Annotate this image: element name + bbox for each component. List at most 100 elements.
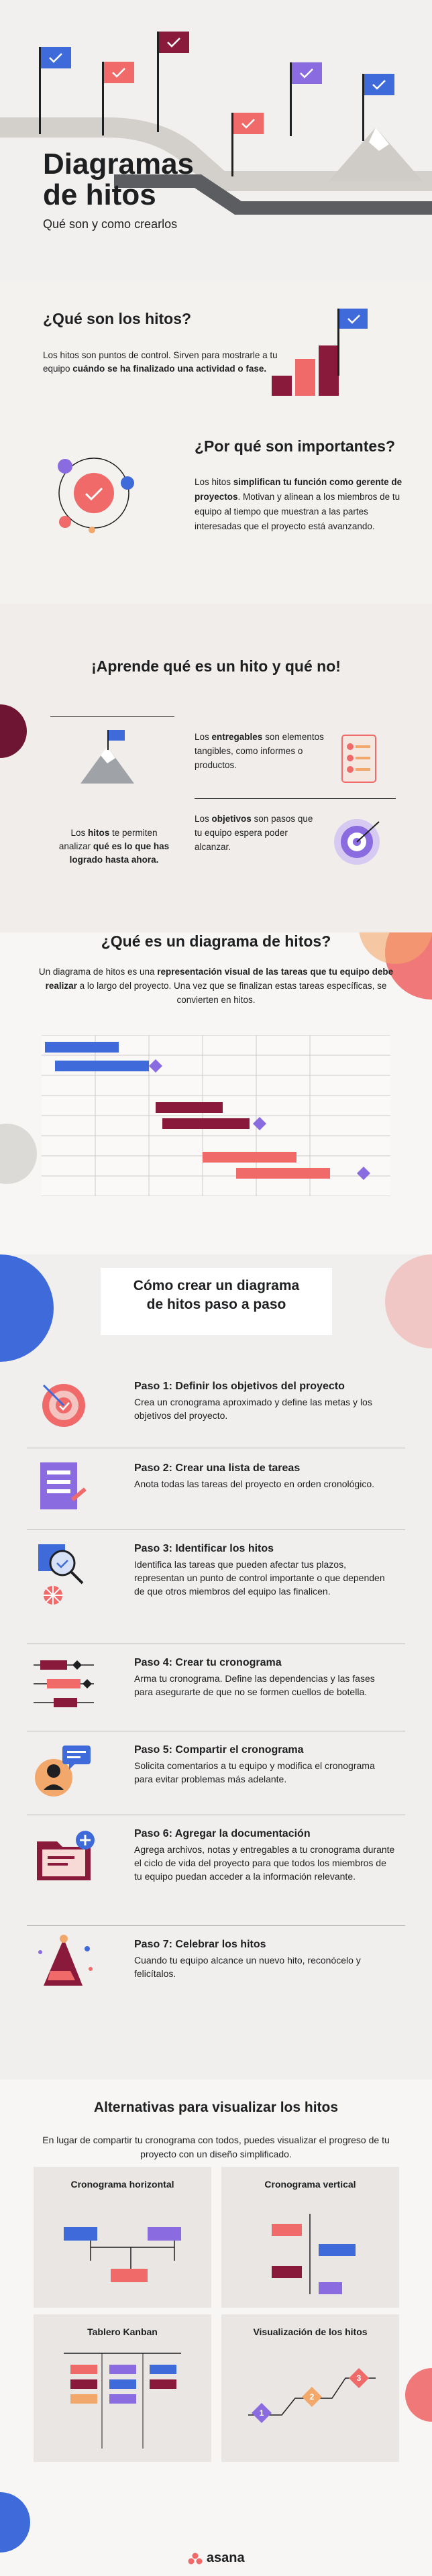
milestone-def-bold-1: hitos [87,828,110,838]
learn-divider-2 [195,798,396,799]
hero-mountain [329,127,423,181]
hero-mountain-snow [369,127,389,151]
magnifier-icon [38,1544,84,1605]
step-5-desc: Solicita comentarios a tu equipo y modif… [134,1760,375,1784]
target-icon [334,819,380,865]
deliverables-bold: entregables [211,732,263,742]
flag-icon-5 [290,62,322,136]
hero-road-dark [114,174,432,215]
why-text-bold: simplifican tu función como gerente de p… [195,477,402,502]
milestone-def-part-1: Los [70,828,88,838]
kanban-icon [64,2353,181,2449]
what-section: ¿Qué son los hitos? Los hitos son puntos… [0,282,432,604]
diagram-section: ¿Qué es un diagrama de hitos? Un diagram… [0,932,432,1254]
step-divider-6 [27,1925,405,1926]
cycle-icon [58,458,134,533]
milestone-definition: Los hitos te permiten analizar qué es lo… [57,826,171,867]
flag-icon-6 [362,74,394,141]
card-kanban: Tablero Kanban [34,2314,211,2462]
bar-flag-icon [272,309,368,396]
party-hat-icon [38,1935,93,1986]
card-milestone-visual: Visualización de los hitos 1 2 3 [221,2314,399,2462]
target-arrow-icon [42,1384,85,1427]
timeline-icon [34,1660,94,1707]
step-6-desc: Agrega archivos, notas y entregables a t… [134,1844,395,1882]
milestone-marker-3-label: 3 [357,2373,362,2383]
step-6: Paso 6: Agregar la documentación Agrega … [0,1821,432,1915]
asana-logo-icon [188,2553,203,2564]
deliverables-text: Los entregables son elementos tangibles,… [195,730,325,772]
card-vertical-timeline: Cronograma vertical [221,2167,399,2308]
learn-decor [0,704,27,758]
step-7: Paso 7: Celebrar los hitos Cuando tu equ… [0,1932,432,1999]
why-text-part-2: . Motivan y alinean a los miembros de tu… [195,492,400,531]
deliverables-part-2: son elementos tangibles, como informes o… [195,732,324,770]
alt-heading: Alternativas para visualizar los hitos [93,2100,339,2115]
alternatives-section: Alternativas para visualizar los hitos E… [0,2080,432,2576]
page-title: Diagramas de hitos [43,149,325,211]
flag-icon-2 [102,62,134,136]
vertical-timeline-icon [272,2214,356,2294]
step-3-desc: Identifica las tareas que pueden afectar… [134,1559,385,1597]
card-horizontal-timeline: Cronograma horizontal [34,2167,211,2308]
checklist-icon [341,735,376,783]
milestone-marker-3: 3 [349,2368,369,2388]
step-4-title: Paso 4: Crear tu cronograma [134,1657,282,1668]
card-3-label: Tablero Kanban [87,2326,158,2337]
diagram-text-part-1: Un diagrama de hitos es una [38,967,158,977]
why-text: Los hitos simplifican tu función como ge… [195,475,409,534]
folder-icon [37,1831,95,1880]
learn-heading: ¡Aprende qué es un hito y qué no! [91,657,341,675]
milestone-marker-2: 2 [302,2387,322,2407]
share-feedback-icon [35,1746,91,1796]
steps-title-box [101,1268,332,1335]
objectives-text: Los objetivos son pasos que tu equipo es… [195,812,315,854]
what-text: Los hitos son puntos de control. Sirven … [43,349,278,376]
card-4-label: Visualización de los hitos [253,2326,368,2337]
milestone-marker-1-label: 1 [260,2408,264,2418]
page-subtitle: Qué son y como crearlos [43,217,178,231]
alt-decor [0,2368,432,2553]
milestone-visual-icon: 1 2 3 [248,2368,376,2423]
step-2-desc: Anota todas las tareas del proyecto en o… [134,1479,375,1489]
brand-name: asana [206,2551,245,2565]
step-2-title: Paso 2: Crear una lista de tareas [134,1462,301,1474]
step-7-title: Paso 7: Celebrar los hitos [134,1939,266,1950]
steps-decor [0,1254,432,1362]
mountain-flag-icon [80,730,134,784]
step-3: Paso 3: Identificar los hitos Identifica… [0,1536,432,1637]
page-title-line-1: Diagramas [43,148,195,180]
what-text-bold: cuándo se ha finalizado una actividad o … [72,364,267,374]
step-3-title: Paso 3: Identificar los hitos [134,1543,274,1554]
flag-icon-4 [231,113,264,176]
milestone-def-part-2: te permiten analizar [58,828,158,851]
card-2-label: Cronograma vertical [264,2179,356,2190]
step-1-desc: Crea un cronograma aproximado y define l… [134,1397,372,1421]
diagram-heading: ¿Qué es un diagrama de hitos? [101,932,331,950]
objectives-part-2: son pasos que tu equipo espera poder alc… [195,814,313,852]
page-title-line-2: de hitos [43,178,156,211]
step-7-desc: Cuando tu equipo alcance un nuevo hito, … [134,1955,361,1979]
flag-icon-3 [157,32,189,132]
card-1-label: Cronograma horizontal [70,2179,174,2190]
step-4: Paso 4: Crear tu cronograma Arma tu cron… [0,1650,432,1724]
diagram-text-bold: representación visual de las tareas que … [45,967,394,991]
step-6-title: Paso 6: Agregar la documentación [134,1828,311,1839]
step-5: Paso 5: Compartir el cronograma Solicita… [0,1737,432,1811]
brand-logo: asana [0,2551,432,2566]
step-1: Paso 1: Definir los objetivos del proyec… [0,1375,432,1442]
what-heading: ¿Qué son los hitos? [43,310,192,327]
why-heading: ¿Por qué son importantes? [195,437,396,455]
objectives-bold: objetivos [211,814,252,824]
steps-heading-line-1: Cómo crear un diagrama [133,1278,300,1293]
step-2: Paso 2: Crear una lista de tareas Anota … [0,1456,432,1523]
diagram-text-part-2: a lo largo del proyecto. Una vez que se … [76,981,387,1005]
step-1-title: Paso 1: Definir los objetivos del proyec… [134,1381,345,1392]
step-divider-2 [27,1529,405,1530]
step-5-title: Paso 5: Compartir el cronograma [134,1744,304,1756]
hero-road-light [0,117,432,191]
hero-illustration [0,32,432,215]
steps-heading: Cómo crear un diagrama de hitos paso a p… [101,1277,332,1314]
learn-divider-1 [50,716,174,717]
